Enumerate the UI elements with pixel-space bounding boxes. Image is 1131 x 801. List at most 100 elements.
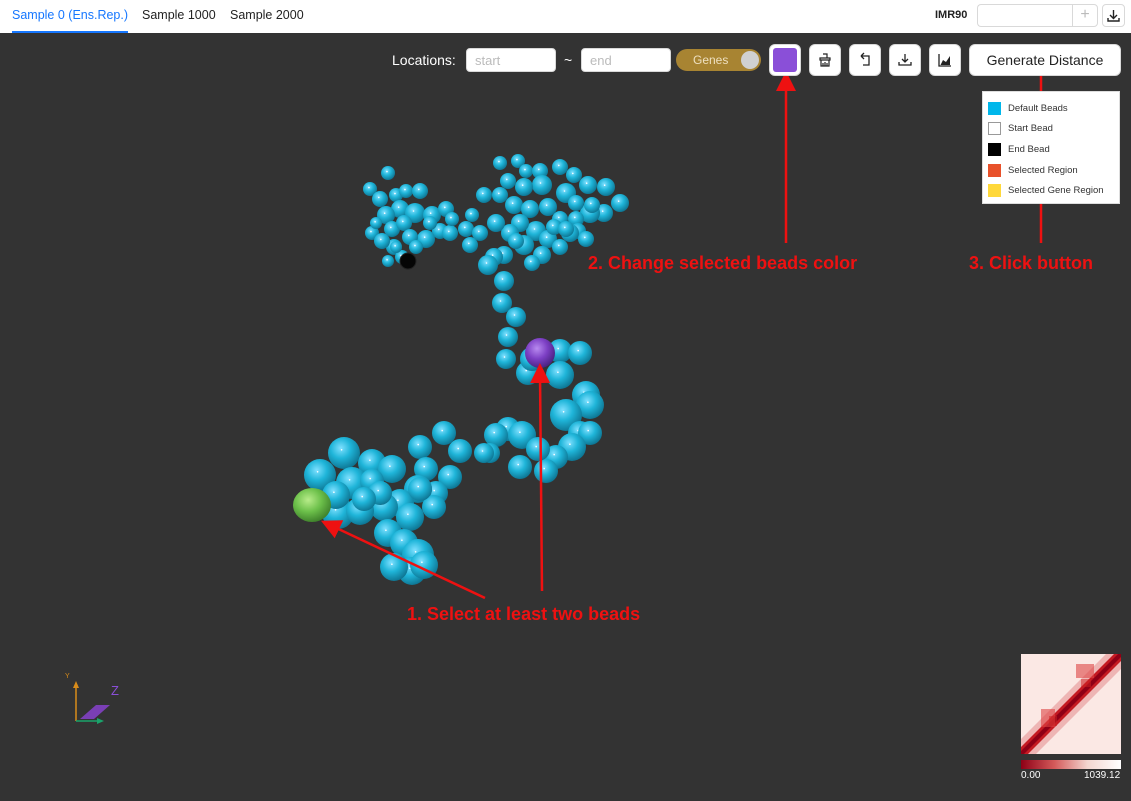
- bead[interactable]: [370, 217, 382, 229]
- bead[interactable]: [370, 493, 398, 521]
- bead[interactable]: [568, 211, 584, 227]
- bead[interactable]: [346, 497, 374, 525]
- bead[interactable]: [442, 225, 458, 241]
- bead[interactable]: [532, 163, 548, 179]
- bead[interactable]: [511, 154, 525, 168]
- bead[interactable]: [515, 178, 533, 196]
- bead[interactable]: [532, 175, 552, 195]
- end-bead[interactable]: [399, 252, 417, 270]
- bead[interactable]: [422, 495, 446, 519]
- bead[interactable]: [544, 445, 568, 469]
- bead[interactable]: [595, 204, 613, 222]
- bead[interactable]: [546, 361, 574, 389]
- bead[interactable]: [399, 184, 413, 198]
- bead[interactable]: [519, 164, 533, 178]
- bead[interactable]: [552, 159, 568, 175]
- bead[interactable]: [533, 246, 551, 264]
- reset-view-button[interactable]: [849, 44, 881, 76]
- end-input[interactable]: end: [581, 48, 671, 72]
- bead[interactable]: [390, 529, 418, 557]
- clear-selection-button[interactable]: [809, 44, 841, 76]
- bead[interactable]: [368, 481, 392, 505]
- distance-heatmap[interactable]: [1021, 654, 1121, 754]
- bead[interactable]: [465, 208, 479, 222]
- generate-distance-button[interactable]: Generate Distance: [969, 44, 1121, 76]
- bead[interactable]: [494, 271, 514, 291]
- bead[interactable]: [386, 489, 414, 517]
- bead[interactable]: [500, 173, 516, 189]
- bead[interactable]: [438, 465, 462, 489]
- bead[interactable]: [363, 182, 377, 196]
- bead[interactable]: [382, 255, 394, 267]
- bead[interactable]: [402, 539, 434, 571]
- bead[interactable]: [372, 191, 388, 207]
- bead[interactable]: [336, 467, 368, 499]
- bead[interactable]: [484, 423, 508, 447]
- bead[interactable]: [516, 361, 540, 385]
- bead[interactable]: [498, 327, 518, 347]
- bead[interactable]: [384, 221, 400, 237]
- bead[interactable]: [508, 455, 532, 479]
- bead[interactable]: [408, 477, 432, 501]
- bead[interactable]: [404, 475, 432, 503]
- bead[interactable]: [578, 421, 602, 445]
- bead[interactable]: [304, 459, 336, 491]
- bead[interactable]: [550, 399, 582, 431]
- bead[interactable]: [328, 437, 360, 469]
- bead[interactable]: [424, 481, 448, 505]
- bead[interactable]: [409, 240, 423, 254]
- download-button[interactable]: [1102, 4, 1125, 27]
- bead[interactable]: [485, 248, 503, 266]
- bead[interactable]: [478, 255, 498, 275]
- bead[interactable]: [432, 223, 448, 239]
- bead[interactable]: [521, 200, 539, 218]
- tab-sample-0[interactable]: Sample 0 (Ens.Rep.): [12, 0, 129, 33]
- color-picker-button[interactable]: [769, 44, 801, 76]
- bead[interactable]: [493, 156, 507, 170]
- chart-button[interactable]: [929, 44, 961, 76]
- bead[interactable]: [514, 235, 534, 255]
- bead[interactable]: [548, 339, 572, 363]
- bead[interactable]: [511, 214, 529, 232]
- bead[interactable]: [558, 433, 586, 461]
- bead[interactable]: [584, 197, 600, 213]
- bead[interactable]: [423, 216, 437, 230]
- bead[interactable]: [508, 421, 536, 449]
- bead[interactable]: [534, 459, 558, 483]
- selected-bead-purple[interactable]: [525, 338, 555, 368]
- bead[interactable]: [322, 481, 350, 509]
- bead[interactable]: [374, 233, 390, 249]
- bead[interactable]: [391, 200, 409, 218]
- bead[interactable]: [381, 166, 395, 180]
- bead[interactable]: [445, 212, 459, 226]
- start-input[interactable]: start: [466, 48, 556, 72]
- bead[interactable]: [520, 347, 544, 371]
- bead[interactable]: [524, 255, 540, 271]
- bead[interactable]: [412, 183, 428, 199]
- bead[interactable]: [402, 229, 418, 245]
- bead[interactable]: [505, 196, 523, 214]
- bead[interactable]: [496, 417, 520, 441]
- bead[interactable]: [472, 225, 488, 241]
- genes-toggle[interactable]: Genes: [676, 49, 761, 71]
- bead[interactable]: [414, 457, 438, 481]
- bead[interactable]: [377, 206, 395, 224]
- tab-sample-1000[interactable]: Sample 1000: [142, 8, 216, 22]
- bead[interactable]: [423, 206, 441, 224]
- bead[interactable]: [501, 224, 519, 242]
- bead[interactable]: [487, 214, 505, 232]
- bead[interactable]: [568, 195, 584, 211]
- bead[interactable]: [352, 487, 376, 511]
- bead[interactable]: [474, 443, 494, 463]
- bead[interactable]: [360, 469, 384, 493]
- bead[interactable]: [558, 221, 574, 237]
- bead[interactable]: [438, 201, 454, 217]
- bead[interactable]: [378, 455, 406, 483]
- bead[interactable]: [526, 221, 546, 241]
- cell-line-input[interactable]: [977, 4, 1072, 27]
- bead[interactable]: [508, 233, 524, 249]
- bead[interactable]: [597, 178, 615, 196]
- bead[interactable]: [398, 557, 426, 585]
- bead[interactable]: [576, 391, 604, 419]
- bead[interactable]: [395, 250, 409, 264]
